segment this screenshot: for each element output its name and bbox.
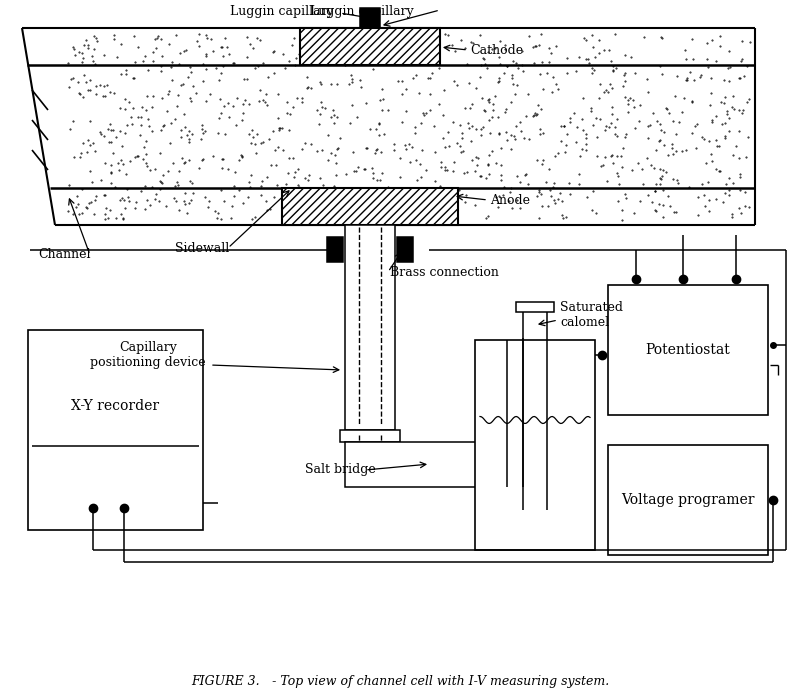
Bar <box>327 237 343 262</box>
Text: Anode: Anode <box>490 193 530 206</box>
Text: X-Y recorder: X-Y recorder <box>71 399 159 413</box>
Text: FIGURE 3. - Top view of channel cell with I-V measuring system.: FIGURE 3. - Top view of channel cell wit… <box>191 676 609 689</box>
Text: Sidewall: Sidewall <box>175 241 230 255</box>
Bar <box>360 8 380 28</box>
Bar <box>282 188 458 225</box>
Bar <box>516 302 554 312</box>
Bar <box>300 28 440 65</box>
Bar <box>397 237 413 262</box>
Text: Luggin capillary: Luggin capillary <box>310 6 414 18</box>
Text: Luggin capillary: Luggin capillary <box>230 6 334 18</box>
Text: Potentiostat: Potentiostat <box>646 343 730 357</box>
Bar <box>340 430 400 442</box>
Bar <box>345 225 395 430</box>
Text: Salt bridge: Salt bridge <box>305 463 376 477</box>
Text: Brass connection: Brass connection <box>390 265 499 279</box>
Bar <box>475 340 595 550</box>
Bar <box>28 330 203 530</box>
Text: Voltage programer: Voltage programer <box>622 493 754 507</box>
Bar <box>608 445 768 555</box>
Text: Channel: Channel <box>38 248 90 262</box>
Text: Cathode: Cathode <box>470 43 523 57</box>
Bar <box>608 285 768 415</box>
Text: Saturated
calomel: Saturated calomel <box>560 301 623 329</box>
Text: Capillary
positioning device: Capillary positioning device <box>90 341 206 369</box>
Bar <box>345 442 515 487</box>
